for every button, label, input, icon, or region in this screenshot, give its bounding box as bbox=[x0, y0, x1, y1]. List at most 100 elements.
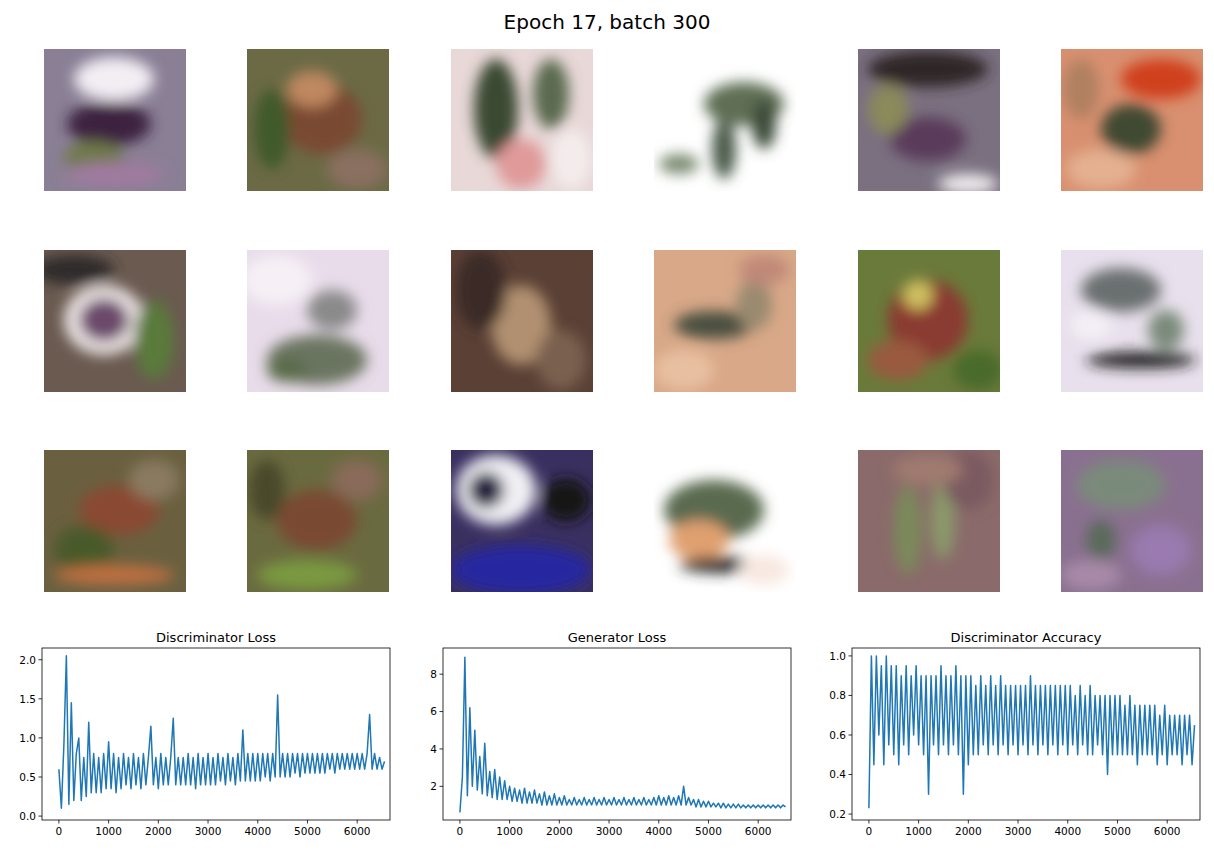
generated-image bbox=[451, 49, 593, 191]
x-tick-label: 3000 bbox=[1005, 825, 1032, 837]
image-blob bbox=[953, 350, 1000, 390]
x-tick bbox=[108, 820, 109, 824]
image-blob bbox=[54, 565, 174, 585]
x-tick-label: 6000 bbox=[745, 825, 772, 837]
image-blob bbox=[1076, 460, 1166, 510]
y-tick bbox=[39, 698, 43, 699]
x-tick bbox=[158, 820, 159, 824]
image-background bbox=[44, 49, 186, 191]
image-background bbox=[858, 450, 1000, 592]
image-blob bbox=[129, 460, 179, 500]
image-blob bbox=[541, 478, 591, 522]
image-background bbox=[654, 250, 796, 392]
image-blob bbox=[1066, 149, 1136, 189]
image-blob bbox=[257, 560, 357, 590]
x-tick bbox=[868, 820, 869, 824]
y-tick-label: 2.0 bbox=[19, 654, 36, 666]
image-blob bbox=[64, 162, 164, 186]
generated-image bbox=[451, 450, 593, 595]
x-tick-label: 0 bbox=[56, 825, 63, 837]
x-tick-label: 2000 bbox=[955, 825, 982, 837]
generated-image bbox=[858, 250, 1003, 392]
image-blob bbox=[893, 455, 963, 485]
plot-frame bbox=[443, 648, 791, 820]
y-tick bbox=[849, 695, 853, 696]
image-background bbox=[247, 450, 389, 592]
generated-image bbox=[44, 450, 186, 592]
image-blob bbox=[249, 460, 285, 520]
image-blob bbox=[1086, 352, 1196, 368]
x-tick-label: 5000 bbox=[1104, 825, 1131, 837]
x-tick-label: 6000 bbox=[344, 825, 371, 837]
x-tick-label: 0 bbox=[866, 825, 873, 837]
generated-image bbox=[247, 450, 389, 592]
image-blob bbox=[551, 129, 591, 189]
image-background bbox=[858, 49, 1000, 191]
image-blob bbox=[267, 335, 367, 385]
image-blob bbox=[67, 102, 151, 146]
image-blob bbox=[456, 455, 536, 525]
chart-title: Discriminator Accuracy bbox=[951, 630, 1102, 645]
x-tick bbox=[307, 820, 308, 824]
image-blob bbox=[1081, 268, 1161, 312]
y-tick-label: 2 bbox=[430, 780, 437, 792]
x-tick bbox=[758, 820, 759, 824]
generated-image bbox=[858, 450, 1000, 592]
y-tick bbox=[39, 659, 43, 660]
image-blob bbox=[307, 290, 357, 330]
y-tick bbox=[849, 655, 853, 656]
x-tick bbox=[459, 820, 460, 824]
y-tick-label: 0.2 bbox=[829, 808, 846, 820]
generated-image bbox=[654, 49, 796, 191]
x-tick-label: 3000 bbox=[195, 825, 222, 837]
generated-image bbox=[858, 49, 1000, 194]
image-blob bbox=[903, 280, 933, 310]
y-tick bbox=[440, 674, 444, 675]
image-blob bbox=[1148, 310, 1184, 350]
y-tick bbox=[440, 711, 444, 712]
x-tick-label: 4000 bbox=[244, 825, 271, 837]
image-background bbox=[1061, 450, 1203, 592]
x-tick bbox=[658, 820, 659, 824]
image-blob bbox=[287, 71, 337, 107]
image-blob bbox=[533, 59, 569, 129]
y-tick-label: 8 bbox=[430, 668, 437, 680]
image-blob bbox=[74, 57, 154, 101]
image-blob bbox=[712, 119, 736, 179]
image-background bbox=[654, 450, 796, 592]
y-tick-label: 0.5 bbox=[19, 771, 36, 783]
x-tick-label: 5000 bbox=[294, 825, 321, 837]
generated-image bbox=[34, 250, 186, 392]
image-blob bbox=[739, 555, 789, 585]
image-blob bbox=[468, 472, 504, 508]
image-blob bbox=[332, 460, 382, 500]
y-tick-label: 1.0 bbox=[829, 650, 846, 662]
x-tick bbox=[1167, 820, 1168, 824]
line bbox=[460, 657, 786, 812]
plot-frame bbox=[42, 648, 390, 820]
x-tick-label: 3000 bbox=[596, 825, 623, 837]
line bbox=[869, 656, 1195, 808]
image-background bbox=[44, 450, 186, 592]
x-tick-label: 6000 bbox=[1154, 825, 1181, 837]
chart-title: Generator Loss bbox=[568, 630, 667, 645]
image-background bbox=[1061, 49, 1203, 191]
generated-image bbox=[242, 250, 389, 392]
image-blob bbox=[654, 350, 714, 390]
plot-frame bbox=[852, 648, 1200, 820]
image-blob bbox=[44, 255, 114, 285]
x-tick bbox=[509, 820, 510, 824]
image-blob bbox=[1061, 560, 1121, 590]
y-tick bbox=[39, 777, 43, 778]
generated-image bbox=[451, 250, 593, 392]
y-tick-label: 1.0 bbox=[19, 732, 36, 744]
image-blob bbox=[254, 89, 290, 169]
generated-image bbox=[44, 49, 186, 191]
image-background bbox=[247, 49, 389, 191]
image-blob bbox=[868, 51, 988, 87]
image-blob bbox=[451, 545, 591, 592]
chart: Discriminator Accuracy010002000300040005… bbox=[829, 630, 1200, 837]
image-blob bbox=[327, 149, 387, 189]
x-tick bbox=[58, 820, 59, 824]
chart-title: Discriminator Loss bbox=[156, 630, 276, 645]
